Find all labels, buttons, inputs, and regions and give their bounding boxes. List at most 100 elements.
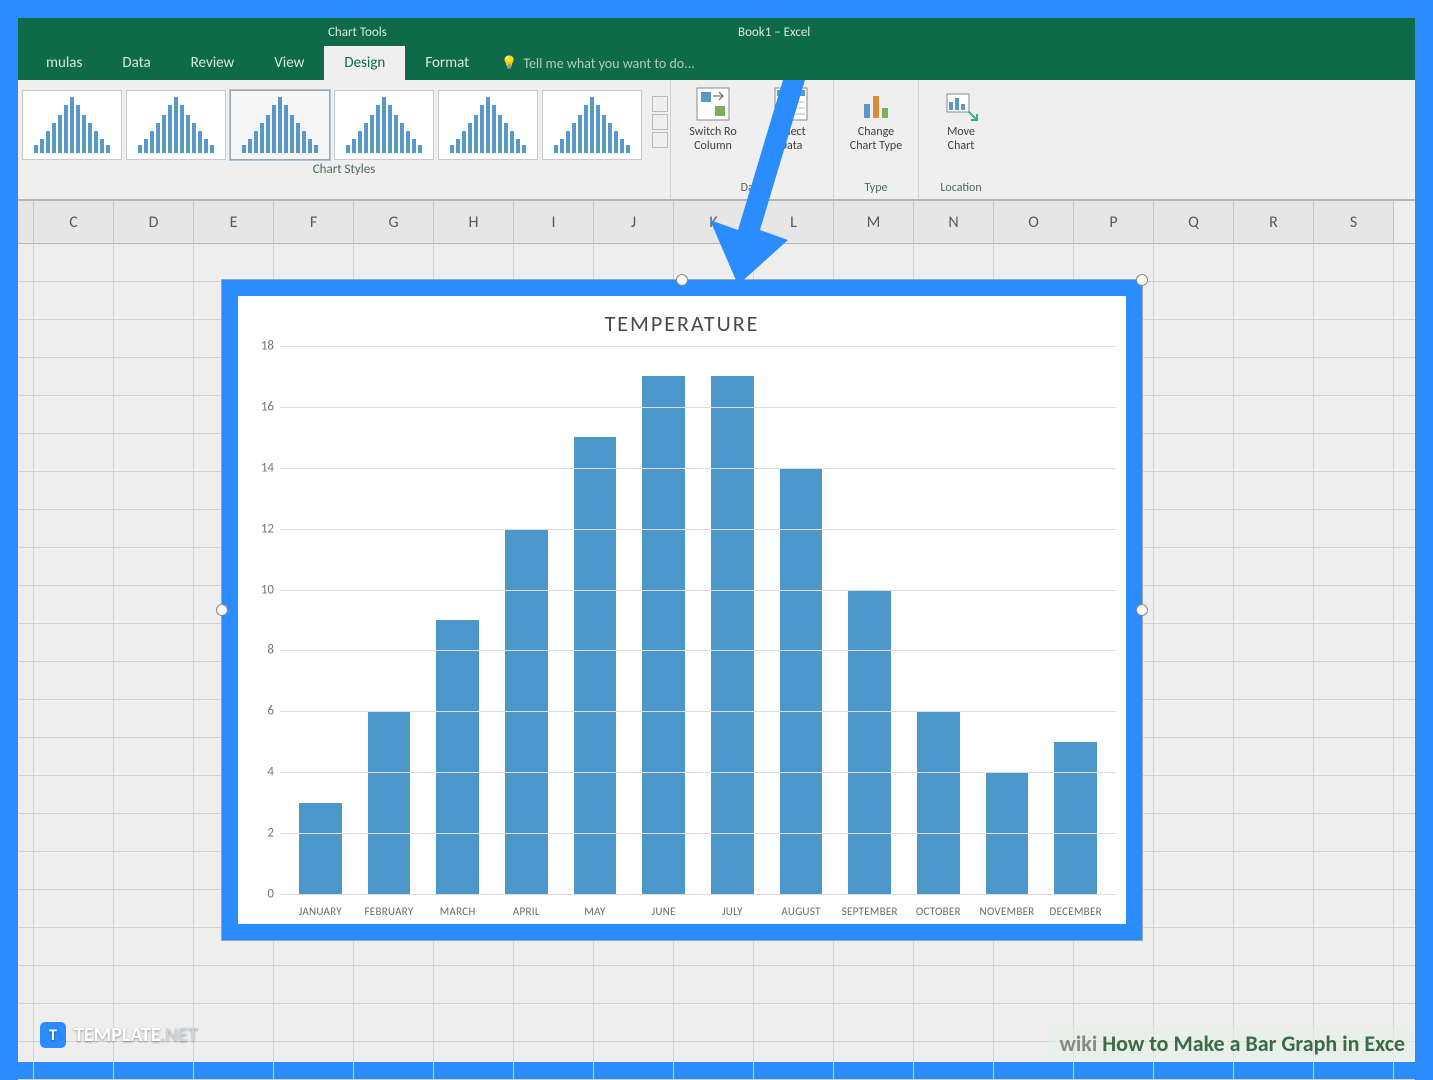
grid-cell[interactable] bbox=[274, 1004, 354, 1041]
chart-handle-top[interactable] bbox=[676, 274, 688, 286]
grid-cell[interactable] bbox=[1234, 586, 1314, 623]
column-header[interactable]: P bbox=[1074, 201, 1154, 243]
grid-cell[interactable] bbox=[18, 434, 34, 471]
grid-cell[interactable] bbox=[1314, 472, 1394, 509]
grid-cell[interactable] bbox=[354, 244, 434, 281]
grid-cell[interactable] bbox=[1154, 928, 1234, 965]
grid-cell[interactable] bbox=[1314, 548, 1394, 585]
grid-cell[interactable] bbox=[274, 1042, 354, 1079]
ribbon-tab-review[interactable]: Review bbox=[171, 46, 255, 80]
grid-cell[interactable] bbox=[1154, 852, 1234, 889]
grid-cell[interactable] bbox=[594, 966, 674, 1003]
grid-cell[interactable] bbox=[114, 966, 194, 1003]
grid-cell[interactable] bbox=[914, 966, 994, 1003]
grid-cell[interactable] bbox=[114, 928, 194, 965]
grid-cell[interactable] bbox=[18, 472, 34, 509]
chart-bar[interactable] bbox=[368, 711, 411, 894]
grid-cell[interactable] bbox=[34, 472, 114, 509]
grid-cell[interactable] bbox=[18, 1042, 34, 1079]
grid-cell[interactable] bbox=[1314, 358, 1394, 395]
grid-cell[interactable] bbox=[1154, 814, 1234, 851]
chart-handle-left[interactable] bbox=[216, 604, 228, 616]
grid-cell[interactable] bbox=[114, 624, 194, 661]
grid-cell[interactable] bbox=[18, 586, 34, 623]
grid-cell[interactable] bbox=[114, 662, 194, 699]
grid-cell[interactable] bbox=[18, 776, 34, 813]
grid-cell[interactable] bbox=[1314, 814, 1394, 851]
column-header[interactable]: F bbox=[274, 201, 354, 243]
column-header[interactable]: E bbox=[194, 201, 274, 243]
grid-cell[interactable] bbox=[1234, 662, 1314, 699]
grid-cell[interactable] bbox=[1234, 700, 1314, 737]
grid-cell[interactable] bbox=[1154, 510, 1234, 547]
chart-bar[interactable] bbox=[299, 803, 342, 894]
grid-cell[interactable] bbox=[754, 1004, 834, 1041]
grid-cell[interactable] bbox=[114, 510, 194, 547]
chart-style-thumb[interactable] bbox=[438, 90, 538, 160]
grid-cell[interactable] bbox=[914, 1004, 994, 1041]
column-header[interactable]: S bbox=[1314, 201, 1394, 243]
grid-cell[interactable] bbox=[1314, 510, 1394, 547]
chart-bar[interactable] bbox=[848, 590, 891, 894]
grid-cell[interactable] bbox=[834, 1042, 914, 1079]
grid-cell[interactable] bbox=[114, 776, 194, 813]
column-header[interactable]: C bbox=[34, 201, 114, 243]
switch-row-column-button[interactable]: Switch RoColumn bbox=[681, 86, 745, 154]
grid-cell[interactable] bbox=[18, 662, 34, 699]
column-header[interactable]: J bbox=[594, 201, 674, 243]
grid-cell[interactable] bbox=[514, 244, 594, 281]
chart-style-thumb[interactable] bbox=[230, 90, 330, 160]
grid-cell[interactable] bbox=[34, 510, 114, 547]
grid-cell[interactable] bbox=[114, 852, 194, 889]
grid-cell[interactable] bbox=[754, 244, 834, 281]
column-header[interactable]: D bbox=[114, 201, 194, 243]
column-header[interactable]: H bbox=[434, 201, 514, 243]
ribbon-tab-design[interactable]: Design bbox=[324, 46, 405, 80]
chart-style-thumb[interactable] bbox=[542, 90, 642, 160]
grid-cell[interactable] bbox=[18, 814, 34, 851]
grid-cell[interactable] bbox=[1154, 890, 1234, 927]
grid-cell[interactable] bbox=[34, 814, 114, 851]
grid-cell[interactable] bbox=[1314, 282, 1394, 319]
grid-cell[interactable] bbox=[674, 1042, 754, 1079]
chart-bar[interactable] bbox=[574, 437, 617, 894]
column-header[interactable]: M bbox=[834, 201, 914, 243]
grid-cell[interactable] bbox=[1314, 586, 1394, 623]
grid-cell[interactable] bbox=[1234, 244, 1314, 281]
grid-cell[interactable] bbox=[594, 1004, 674, 1041]
grid-cell[interactable] bbox=[834, 966, 914, 1003]
grid-cell[interactable] bbox=[1314, 738, 1394, 775]
grid-cell[interactable] bbox=[1154, 434, 1234, 471]
grid-cell[interactable] bbox=[514, 966, 594, 1003]
chart-bar[interactable] bbox=[1054, 742, 1097, 894]
grid-cell[interactable] bbox=[1154, 282, 1234, 319]
grid-cell[interactable] bbox=[34, 358, 114, 395]
column-header[interactable]: K bbox=[674, 201, 754, 243]
grid-cell[interactable] bbox=[1234, 510, 1314, 547]
grid-cell[interactable] bbox=[994, 966, 1074, 1003]
grid-cell[interactable] bbox=[1234, 282, 1314, 319]
chart-styles-dropdown[interactable] bbox=[650, 84, 670, 160]
grid-cell[interactable] bbox=[18, 358, 34, 395]
grid-cell[interactable] bbox=[114, 320, 194, 357]
grid-cell[interactable] bbox=[34, 890, 114, 927]
grid-cell[interactable] bbox=[1234, 738, 1314, 775]
grid-cell[interactable] bbox=[114, 434, 194, 471]
grid-cell[interactable] bbox=[434, 966, 514, 1003]
grid-cell[interactable] bbox=[34, 928, 114, 965]
grid-cell[interactable] bbox=[18, 738, 34, 775]
grid-cell[interactable] bbox=[18, 282, 34, 319]
tell-me-search[interactable]: 💡Tell me what you want to do... bbox=[489, 47, 707, 80]
grid-cell[interactable] bbox=[1234, 928, 1314, 965]
grid-cell[interactable] bbox=[1234, 472, 1314, 509]
grid-cell[interactable] bbox=[1234, 890, 1314, 927]
grid-cell[interactable] bbox=[34, 852, 114, 889]
grid-cell[interactable] bbox=[1154, 662, 1234, 699]
grid-cell[interactable] bbox=[1154, 776, 1234, 813]
change-chart-type-button[interactable]: ChangeChart Type bbox=[844, 86, 908, 154]
grid-cell[interactable] bbox=[1314, 624, 1394, 661]
grid-cell[interactable] bbox=[354, 966, 434, 1003]
grid-cell[interactable] bbox=[1234, 814, 1314, 851]
grid-cell[interactable] bbox=[1234, 966, 1314, 1003]
chart-style-thumb[interactable] bbox=[334, 90, 434, 160]
